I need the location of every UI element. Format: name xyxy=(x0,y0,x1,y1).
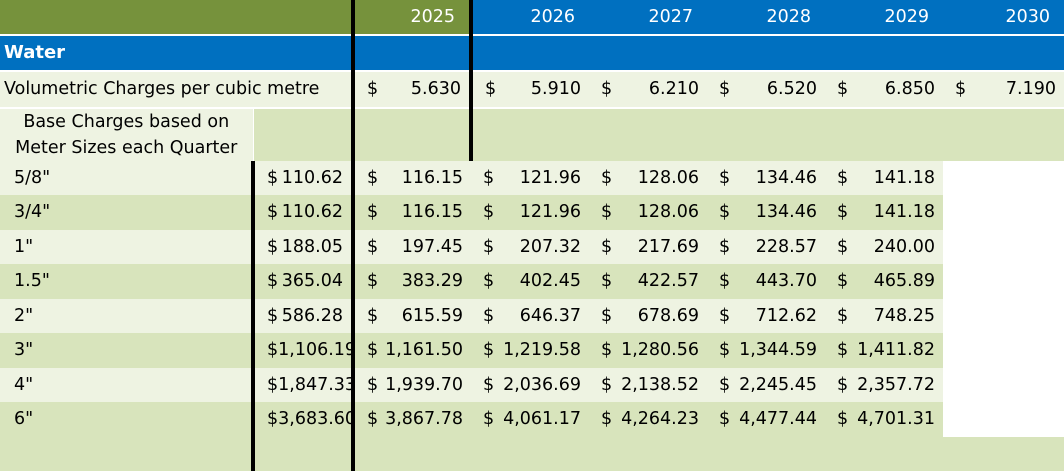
base-charge-value: $197.45 xyxy=(353,230,471,265)
volumetric-row: Volumetric Charges per cubic metre $5.63… xyxy=(0,71,1064,108)
base-charge-value: $110.62 xyxy=(253,161,353,196)
base-charge-value: $586.28 xyxy=(253,299,353,334)
base-charge-value: $116.15 xyxy=(353,195,471,230)
year-header-row: 2025 2026 2027 2028 2029 2030 xyxy=(0,0,1064,35)
base-charge-value: $116.15 xyxy=(353,161,471,196)
base-charge-row: 2"$586.28$615.59$646.37$678.69$712.62$74… xyxy=(0,299,1064,334)
base-charge-value: $365.04 xyxy=(253,264,353,299)
base-charge-row: 5/8"$110.62$116.15$121.96$128.06$134.46$… xyxy=(0,161,1064,196)
size-bottom-cell xyxy=(0,437,253,471)
meter-size-label: 5/8" xyxy=(0,161,253,196)
base-charge-value: $128.06 xyxy=(589,195,707,230)
base-charge-value: $1,280.56 xyxy=(589,333,707,368)
base-charge-value: $207.32 xyxy=(471,230,589,265)
bottom-future xyxy=(353,437,1064,471)
rate-table-sheet: 2025 2026 2027 2028 2029 2030 Water Volu… xyxy=(0,0,1064,451)
base-charge-row: 3/4"$110.62$116.15$121.96$128.06$134.46$… xyxy=(0,195,1064,230)
base-charge-value: $3,683.60 xyxy=(253,402,353,437)
base-charge-value: $128.06 xyxy=(589,161,707,196)
base-charge-value: $1,847.33 xyxy=(253,368,353,403)
meter-size-label: 4" xyxy=(0,368,253,403)
volumetric-value-2025: $5.630 xyxy=(353,71,471,108)
water-section-row: Water xyxy=(0,35,1064,71)
water-2025-cell xyxy=(353,35,471,71)
base-charge-value: $2,245.45 xyxy=(707,368,825,403)
year-header-2025: 2025 xyxy=(353,0,471,35)
base-charge-value: $121.96 xyxy=(471,161,589,196)
base-charge-value: $1,161.50 xyxy=(353,333,471,368)
base-charge-rows: 5/8"$110.62$116.15$121.96$128.06$134.46$… xyxy=(0,161,1064,437)
base-charge-value: $422.57 xyxy=(589,264,707,299)
year-header-2027: 2027 xyxy=(589,0,707,35)
volumetric-value-2029: $6.850 xyxy=(825,71,943,108)
base-charge-value: $2,138.52 xyxy=(589,368,707,403)
base-charge-row: 4"$1,847.33$1,939.70$2,036.69$2,138.52$2… xyxy=(0,368,1064,403)
header-blank-cell xyxy=(0,0,353,35)
base-charge-value: $712.62 xyxy=(707,299,825,334)
base-charge-value: $1,939.70 xyxy=(353,368,471,403)
base-charge-value: $188.05 xyxy=(253,230,353,265)
base-charge-value: $1,411.82 xyxy=(825,333,943,368)
base-charge-value: $110.62 xyxy=(253,195,353,230)
volumetric-value-2028: $6.520 xyxy=(707,71,825,108)
base-charge-value: $3,867.78 xyxy=(353,402,471,437)
base-charge-value: $228.57 xyxy=(707,230,825,265)
base-charge-value: $240.00 xyxy=(825,230,943,265)
volumetric-label: Volumetric Charges per cubic metre xyxy=(0,71,353,108)
year-header-2029: 2029 xyxy=(825,0,943,35)
base-charge-value: $121.96 xyxy=(471,195,589,230)
meter-size-label: 1" xyxy=(0,230,253,265)
meter-size-label: 3/4" xyxy=(0,195,253,230)
base-charge-row: 1"$188.05$197.45$207.32$217.69$228.57$24… xyxy=(0,230,1064,265)
base-charge-value: $4,477.44 xyxy=(707,402,825,437)
base-charge-value: $646.37 xyxy=(471,299,589,334)
meter-size-label: 2" xyxy=(0,299,253,334)
base-charge-value: $141.18 xyxy=(825,161,943,196)
base-charge-value: $465.89 xyxy=(825,264,943,299)
base-charge-value: $4,061.17 xyxy=(471,402,589,437)
base-charge-row: 6"$3,683.60$3,867.78$4,061.17$4,264.23$4… xyxy=(0,402,1064,437)
water-future-cell xyxy=(471,35,1064,71)
base-charge-value: $2,357.72 xyxy=(825,368,943,403)
volumetric-value-2027: $6.210 xyxy=(589,71,707,108)
base-charge-value: $615.59 xyxy=(353,299,471,334)
base-charge-value: $134.46 xyxy=(707,161,825,196)
base-charge-value: $402.45 xyxy=(471,264,589,299)
base-spacer-row: Base Charges based on Meter Sizes each Q… xyxy=(0,108,1064,161)
base-charge-value: $134.46 xyxy=(707,195,825,230)
base-charge-value: $4,701.31 xyxy=(825,402,943,437)
base-charge-value: $443.70 xyxy=(707,264,825,299)
year-header-2028: 2028 xyxy=(707,0,825,35)
year-header-2030: 2030 xyxy=(943,0,1064,35)
base-charge-value: $1,344.59 xyxy=(707,333,825,368)
volumetric-value-2026: $5.910 xyxy=(471,71,589,108)
base-charge-value: $217.69 xyxy=(589,230,707,265)
base-charge-value: $1,106.19 xyxy=(253,333,353,368)
water-section-title: Water xyxy=(0,35,353,71)
base-charge-value: $748.25 xyxy=(825,299,943,334)
bottom-2025 xyxy=(253,437,353,471)
base-charge-value: $2,036.69 xyxy=(471,368,589,403)
spacer-2025 xyxy=(353,108,471,161)
meter-size-label: 6" xyxy=(0,402,253,437)
base-charge-value: $141.18 xyxy=(825,195,943,230)
base-charge-value: $1,219.58 xyxy=(471,333,589,368)
meter-size-label: 3" xyxy=(0,333,253,368)
base-charge-value: $383.29 xyxy=(353,264,471,299)
base-charge-value: $678.69 xyxy=(589,299,707,334)
base-charge-row: 3"$1,106.19$1,161.50$1,219.58$1,280.56$1… xyxy=(0,333,1064,368)
year-header-2026: 2026 xyxy=(471,0,589,35)
base-charges-label: Base Charges based on Meter Sizes each Q… xyxy=(0,108,253,161)
base-charge-value: $4,264.23 xyxy=(589,402,707,437)
base-charge-row: 1.5"$365.04$383.29$402.45$422.57$443.70$… xyxy=(0,264,1064,299)
volumetric-value-2030: $7.190 xyxy=(943,71,1064,108)
meter-size-label: 1.5" xyxy=(0,264,253,299)
base-bottom-row xyxy=(0,437,1064,471)
spacer-future xyxy=(471,108,1064,161)
size-spacer-cell xyxy=(253,108,353,161)
